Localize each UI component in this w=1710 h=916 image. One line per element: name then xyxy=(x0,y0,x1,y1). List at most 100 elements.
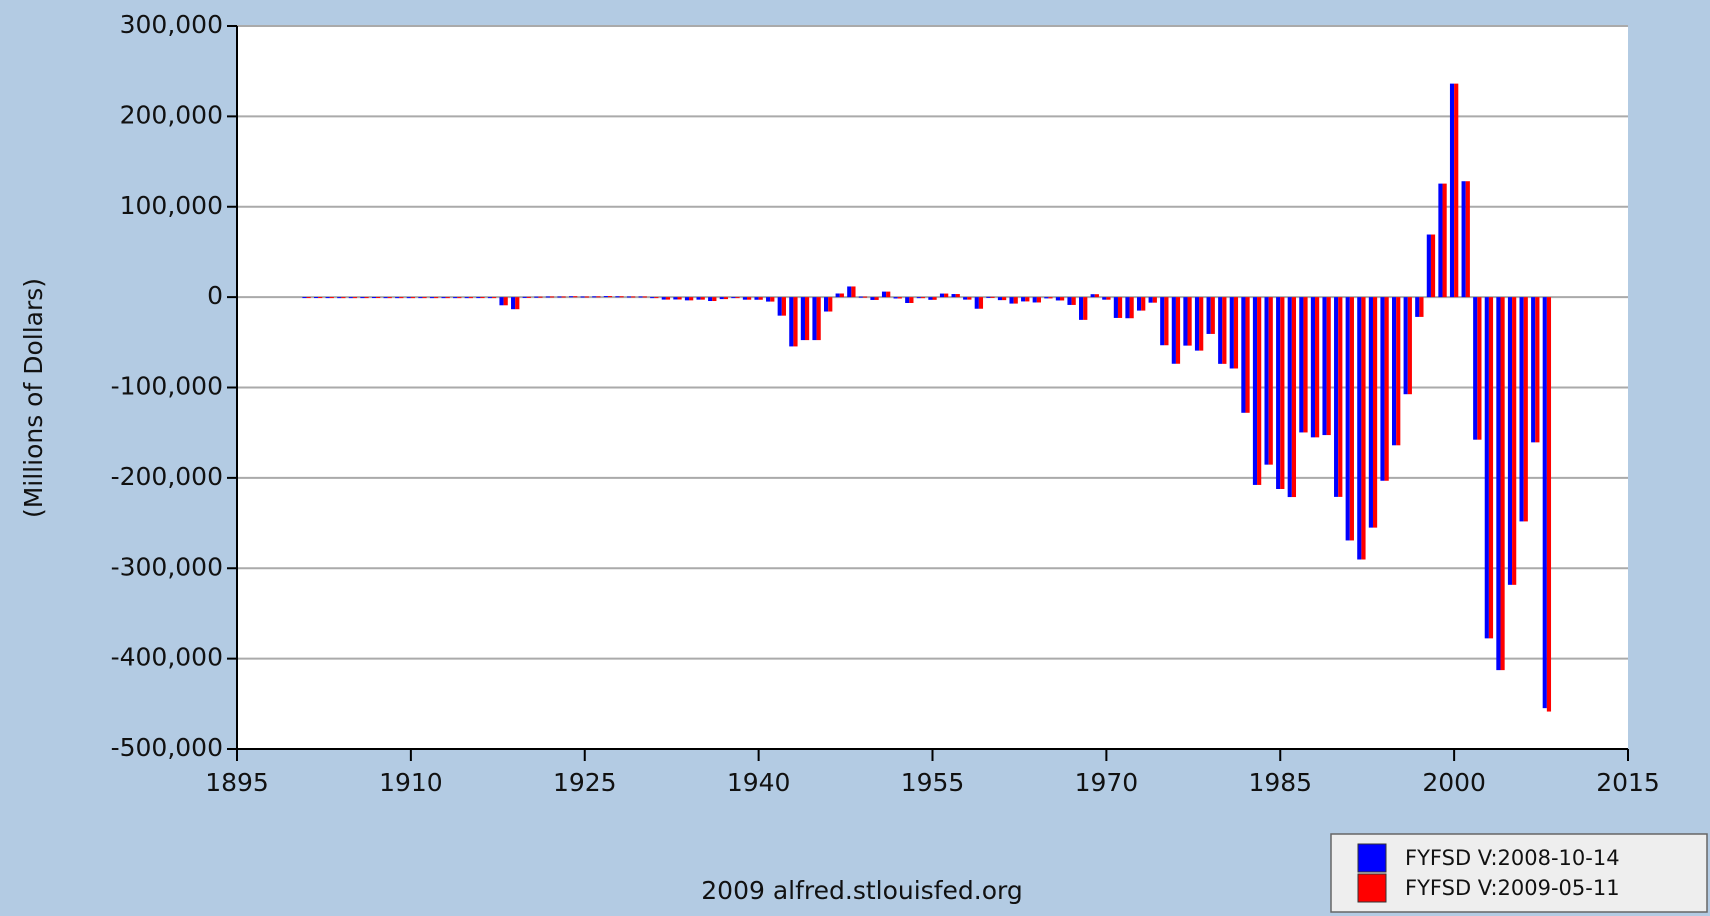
bar xyxy=(1025,297,1030,302)
bar xyxy=(650,297,655,299)
bar xyxy=(1473,297,1478,440)
bar xyxy=(1044,297,1049,299)
bar xyxy=(928,297,933,300)
bar xyxy=(1009,297,1014,304)
bar xyxy=(1048,297,1053,299)
bar xyxy=(1368,297,1373,528)
bar xyxy=(1079,297,1084,320)
bar xyxy=(835,293,840,298)
bar xyxy=(974,297,979,309)
bar xyxy=(1430,234,1436,298)
bar xyxy=(754,297,759,300)
bar xyxy=(1175,297,1181,364)
x-tick-label: 1910 xyxy=(379,768,443,797)
bar xyxy=(684,297,690,301)
bar xyxy=(457,297,462,299)
legend-swatch xyxy=(1357,873,1387,903)
bar xyxy=(1442,183,1447,298)
bar xyxy=(1465,181,1470,298)
bar xyxy=(399,297,404,299)
legend-box xyxy=(1330,833,1708,913)
bar xyxy=(978,297,984,309)
bar xyxy=(1183,297,1188,346)
bar xyxy=(1257,297,1262,485)
bar xyxy=(1488,297,1494,639)
bar xyxy=(874,297,879,300)
bar xyxy=(1264,297,1269,465)
bar xyxy=(1334,297,1339,497)
bar xyxy=(897,297,902,299)
bar xyxy=(654,297,659,299)
bar xyxy=(476,297,481,299)
bar xyxy=(1233,297,1239,369)
bar xyxy=(944,293,949,298)
x-tick-label: 1985 xyxy=(1248,768,1312,797)
bar xyxy=(1164,297,1169,346)
bar xyxy=(1449,83,1455,298)
bar xyxy=(607,296,613,298)
bar xyxy=(1519,297,1524,522)
bar xyxy=(1002,297,1007,301)
bar xyxy=(920,297,926,299)
bar xyxy=(851,286,856,298)
bar xyxy=(383,297,388,299)
bar xyxy=(1396,297,1401,446)
bar xyxy=(492,297,497,299)
bar xyxy=(557,296,562,298)
bar xyxy=(306,297,311,299)
bar xyxy=(464,297,469,299)
bar xyxy=(1322,297,1327,436)
bar xyxy=(1523,297,1528,522)
y-tick-label: 100,000 xyxy=(120,191,223,220)
bar xyxy=(352,297,358,299)
bar xyxy=(615,296,620,298)
bar xyxy=(1210,297,1215,334)
bar xyxy=(545,296,550,298)
bar xyxy=(1438,183,1443,298)
bar xyxy=(1241,297,1246,413)
bar xyxy=(997,297,1003,301)
bar xyxy=(1384,297,1389,481)
bar xyxy=(1415,297,1420,317)
bar xyxy=(1299,297,1304,433)
bar xyxy=(568,296,574,298)
bar xyxy=(1199,297,1204,351)
bar xyxy=(584,296,589,298)
bar xyxy=(441,297,446,299)
bar xyxy=(665,297,671,300)
bar xyxy=(951,294,956,298)
bar xyxy=(573,296,578,298)
bar xyxy=(723,297,729,300)
bar xyxy=(1500,297,1505,671)
bar xyxy=(638,296,643,298)
bar xyxy=(916,297,921,299)
bar xyxy=(1403,297,1408,395)
bar xyxy=(1477,297,1482,440)
bar xyxy=(793,297,798,347)
bar xyxy=(1535,297,1540,443)
bar xyxy=(1372,297,1378,528)
bar xyxy=(1461,181,1466,298)
bar xyxy=(1187,297,1192,346)
bar xyxy=(395,297,400,299)
bar xyxy=(1222,297,1227,364)
bar xyxy=(538,296,543,298)
bar xyxy=(503,297,508,306)
bar xyxy=(1090,294,1095,298)
y-tick-label: -200,000 xyxy=(111,462,223,491)
bar xyxy=(858,296,863,298)
bar xyxy=(1013,297,1018,304)
bar xyxy=(1194,297,1200,351)
bar xyxy=(1303,297,1308,433)
bar xyxy=(549,296,555,298)
x-tick-label: 2000 xyxy=(1422,768,1486,797)
bar xyxy=(619,296,624,298)
bar xyxy=(1380,297,1385,481)
bar xyxy=(592,296,597,298)
bar xyxy=(480,297,485,299)
bar xyxy=(429,297,435,299)
bar xyxy=(990,296,995,298)
bar xyxy=(1361,297,1366,560)
bar xyxy=(712,297,717,302)
bar xyxy=(1136,297,1142,311)
